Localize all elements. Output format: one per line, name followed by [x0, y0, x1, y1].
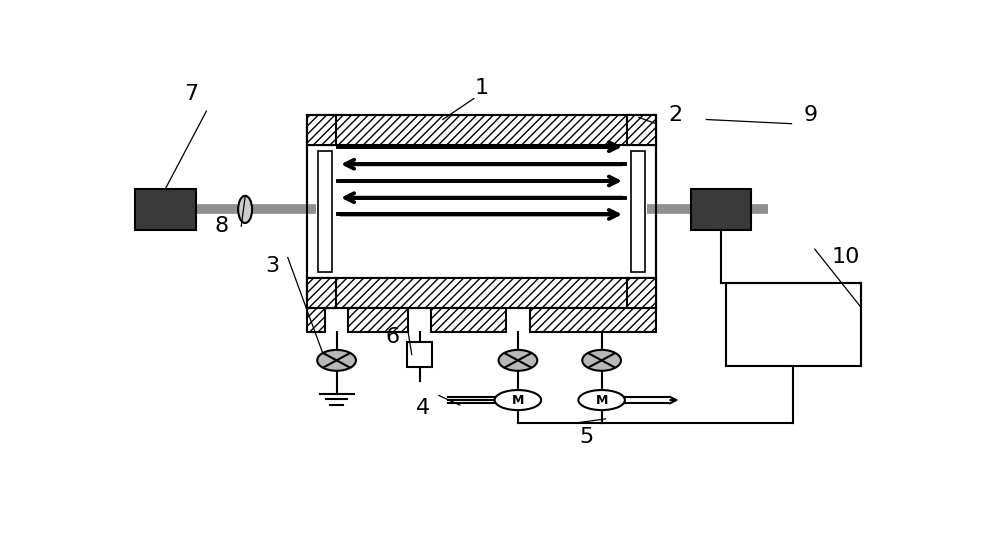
Bar: [307, 308, 325, 332]
Bar: [407, 343, 432, 367]
Text: 1: 1: [474, 78, 489, 98]
Bar: [307, 115, 656, 144]
Bar: [726, 282, 861, 366]
Text: 2: 2: [668, 105, 682, 125]
Text: 7: 7: [184, 84, 198, 104]
Ellipse shape: [495, 390, 541, 410]
Circle shape: [317, 350, 356, 371]
Bar: [135, 189, 196, 230]
Bar: [631, 151, 645, 272]
Text: M: M: [595, 394, 608, 407]
Text: 10: 10: [832, 248, 860, 268]
Bar: [627, 115, 656, 144]
Ellipse shape: [238, 196, 252, 223]
Bar: [530, 308, 656, 332]
Text: M: M: [512, 394, 524, 407]
Bar: [431, 308, 506, 332]
Bar: [307, 279, 336, 308]
Text: 5: 5: [579, 427, 593, 447]
Ellipse shape: [578, 390, 625, 410]
Bar: [627, 279, 656, 308]
Bar: [318, 151, 332, 272]
Bar: [307, 279, 656, 308]
Text: 4: 4: [416, 398, 430, 418]
Bar: [307, 115, 336, 144]
Text: 9: 9: [804, 105, 818, 125]
Text: 6: 6: [385, 327, 399, 347]
Bar: [307, 144, 656, 279]
Circle shape: [582, 350, 621, 371]
Bar: [348, 308, 408, 332]
Circle shape: [499, 350, 537, 371]
Bar: [691, 189, 751, 230]
Bar: [307, 115, 656, 308]
Text: 3: 3: [265, 256, 279, 276]
Text: 8: 8: [215, 216, 229, 236]
